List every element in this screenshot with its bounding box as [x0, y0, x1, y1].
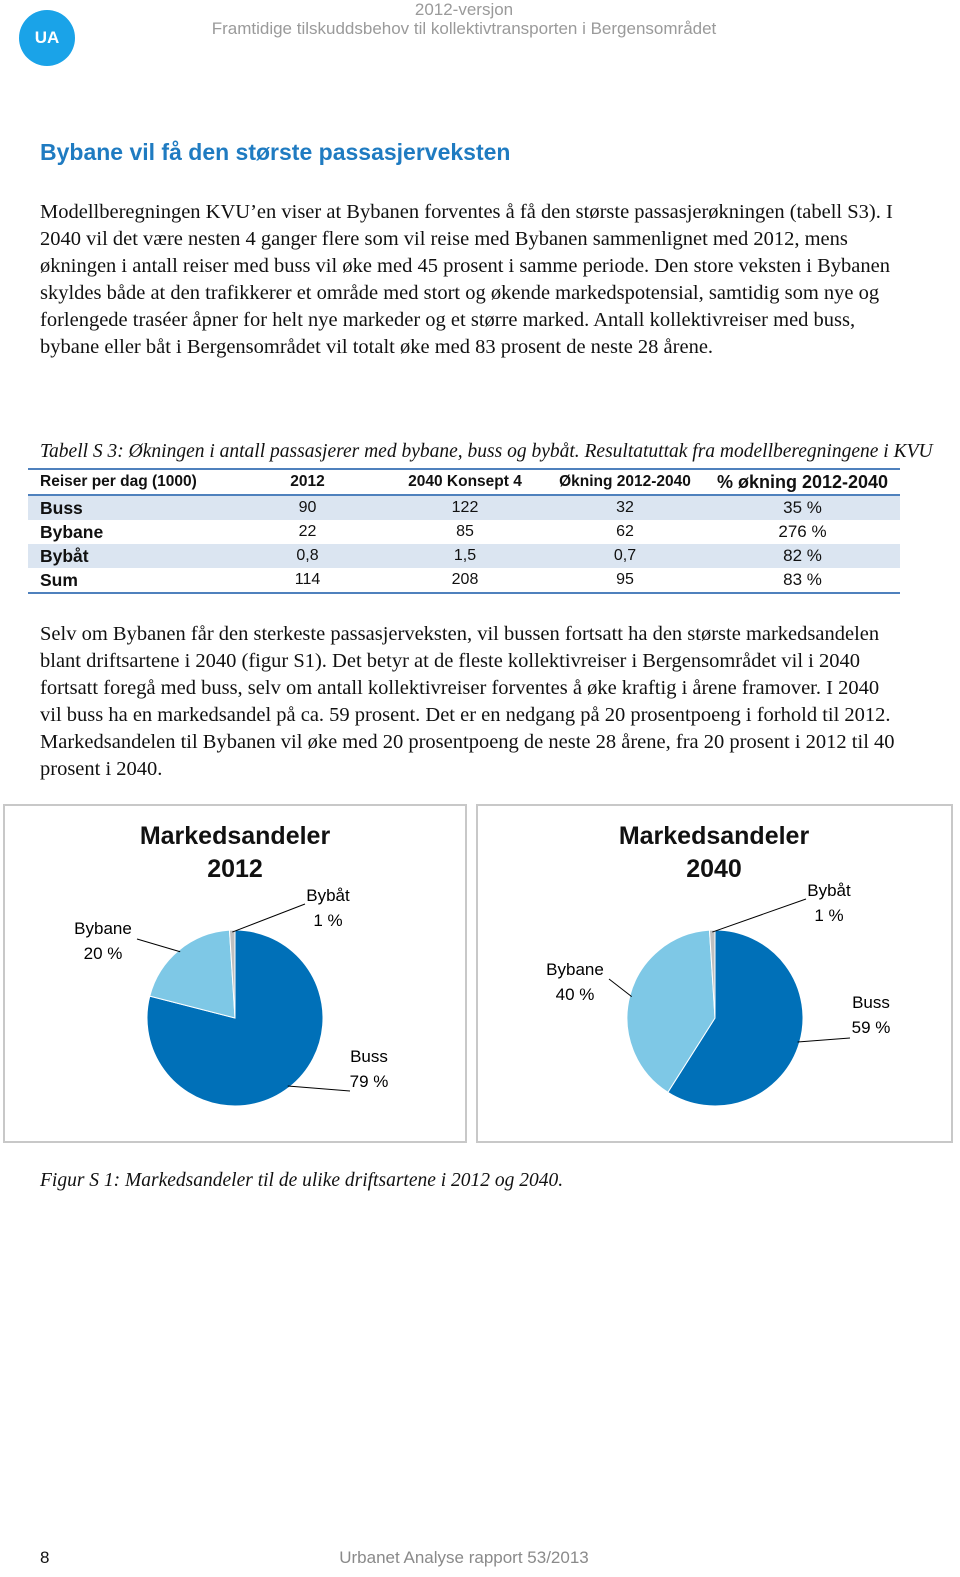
logo: UA	[19, 10, 75, 66]
slice-value-label: 40 %	[556, 985, 595, 1004]
table-cell: 22	[298, 523, 317, 540]
chart-title: Markedsandeler 2040	[618, 822, 810, 883]
leader-line	[608, 978, 633, 998]
leader-line	[712, 898, 807, 933]
heading: Bybane vil få den største passasjervekst…	[40, 139, 511, 165]
slice-value-label: 1 %	[313, 911, 342, 930]
column-header: 2012	[230, 469, 385, 496]
edition: 2012-versjon	[414, 0, 514, 19]
table-cell: 95	[616, 571, 634, 588]
slice-label: Bybåt	[807, 881, 851, 900]
table-cell: 114	[294, 571, 321, 588]
table-row: Bybåt 0,8 1,5 0,7 82 %	[28, 544, 900, 568]
slice-label: Buss	[350, 1047, 388, 1066]
paragraph: Selv om Bybanen får den sterkeste passas…	[40, 623, 895, 780]
pie-slice	[667, 929, 804, 1107]
slice-label: Buss	[852, 993, 890, 1012]
table-row: Bybane 22 85 62 276 %	[28, 520, 900, 544]
table-cell: 90	[230, 495, 385, 520]
table-cell: 122	[385, 495, 545, 520]
table-cell: 0,8	[230, 544, 385, 568]
slice-value-label: 20 %	[84, 944, 123, 963]
footer-report: Urbanet Analyse rapport 53/2013	[339, 1548, 589, 1567]
figure-caption: Figur S 1: Markedsandeler til de ulike d…	[40, 1170, 564, 1191]
table-cell: 85	[456, 523, 474, 540]
table-row: Buss 90 122 32 35 %	[28, 495, 900, 520]
table-row: Sum 114 208 95 83 %	[28, 568, 900, 593]
table-cell: 1,5	[385, 544, 545, 568]
paragraph: Modellberegningen KVU’en viser at Bybane…	[40, 201, 893, 358]
column-header: Økning 2012-2040	[545, 469, 705, 496]
chart-title: Markedsandeler 2012	[139, 822, 331, 883]
pie-slice	[626, 929, 716, 1093]
slice-value-label: 79 %	[350, 1072, 389, 1091]
leader-line	[232, 903, 306, 933]
slice-value-label: 59 %	[852, 1018, 891, 1037]
table-cell: Bybåt	[28, 544, 230, 568]
slice-label: Bybane	[546, 960, 604, 979]
table-cell: 82 %	[705, 544, 900, 568]
table-cell: Sum	[40, 569, 78, 590]
slice-value-label: 1 %	[814, 906, 843, 925]
page-number: 8	[40, 1548, 50, 1567]
slice-label: Bybåt	[306, 886, 350, 905]
slice-label: Bybane	[74, 919, 132, 938]
leader-line	[797, 1037, 851, 1043]
table-caption: Tabell S 3: Økningen i antall passasjere…	[40, 441, 933, 462]
table-cell: 62	[616, 523, 634, 540]
leader-line	[287, 1085, 351, 1092]
column-header: Reiser per dag (1000)	[28, 469, 230, 496]
pie-slice	[146, 929, 324, 1107]
leader-line	[136, 938, 181, 953]
table-cell: Buss	[28, 495, 230, 520]
pie-chart: Buss 79 % Bybane 20 % Bybåt 1 %	[74, 886, 389, 1107]
pie-slice	[149, 929, 236, 1019]
pie-chart: Buss 59 % Bybane 40 % Bybåt 1 %	[546, 881, 891, 1107]
table-cell: 83 %	[783, 570, 822, 589]
pie-slice	[228, 929, 236, 1019]
table-cell: 32	[545, 495, 705, 520]
chart-box: Markedsandeler 2012 Buss 79 % Bybane 20 % By…	[3, 804, 467, 1143]
chart-box: Markedsandeler 2040 Buss 59 % Bybane 40 % By…	[476, 804, 953, 1143]
table-cell: 0,7	[545, 544, 705, 568]
table-cell: Bybane	[40, 521, 104, 542]
pie-slice	[708, 929, 716, 1019]
running-title: Framtidige tilskuddsbehov til kollektivt…	[211, 19, 717, 38]
column-header: % økning 2012-2040	[705, 469, 900, 496]
table-cell: 208	[451, 571, 479, 588]
column-header: 2040 Konsept 4	[385, 469, 545, 496]
table-cell: 276 %	[778, 522, 827, 541]
table-cell: 35 %	[705, 495, 900, 520]
